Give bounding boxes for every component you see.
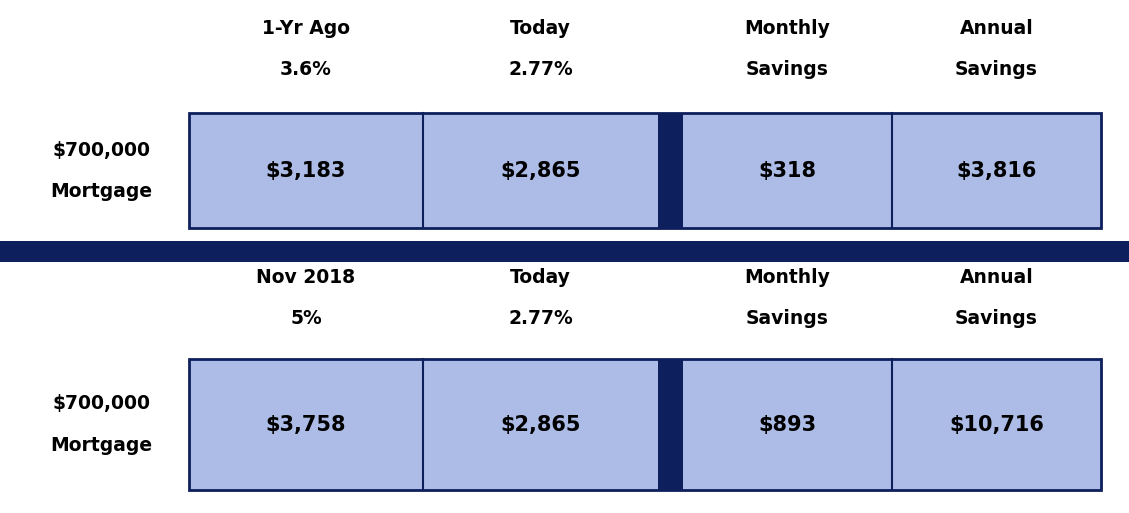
Text: $318: $318: [759, 161, 816, 181]
Text: $3,758: $3,758: [265, 415, 347, 435]
Text: $2,865: $2,865: [500, 161, 581, 181]
Text: Monthly: Monthly: [744, 18, 831, 38]
Text: Annual: Annual: [960, 267, 1033, 287]
Text: Savings: Savings: [746, 60, 829, 79]
Text: Mortgage: Mortgage: [50, 182, 152, 201]
Text: 5%: 5%: [290, 308, 322, 328]
Text: $3,183: $3,183: [265, 161, 347, 181]
Text: Savings: Savings: [955, 60, 1038, 79]
FancyBboxPatch shape: [658, 359, 683, 490]
Text: $893: $893: [759, 415, 816, 435]
Text: Monthly: Monthly: [744, 267, 831, 287]
Text: Mortgage: Mortgage: [50, 436, 152, 455]
Text: $2,865: $2,865: [500, 415, 581, 435]
Text: 2.77%: 2.77%: [508, 308, 574, 328]
Text: $700,000: $700,000: [52, 141, 150, 160]
Text: 2.77%: 2.77%: [508, 60, 574, 79]
FancyBboxPatch shape: [0, 241, 1129, 262]
Text: Nov 2018: Nov 2018: [256, 267, 356, 287]
Text: $10,716: $10,716: [948, 415, 1044, 435]
Text: 1-Yr Ago: 1-Yr Ago: [262, 18, 350, 38]
FancyBboxPatch shape: [658, 113, 683, 228]
Text: Savings: Savings: [746, 308, 829, 328]
Text: $700,000: $700,000: [52, 394, 150, 413]
Text: Today: Today: [510, 18, 571, 38]
FancyBboxPatch shape: [189, 113, 1101, 228]
Text: Savings: Savings: [955, 308, 1038, 328]
Text: Annual: Annual: [960, 18, 1033, 38]
Text: 3.6%: 3.6%: [280, 60, 332, 79]
FancyBboxPatch shape: [189, 359, 1101, 490]
Text: $3,816: $3,816: [956, 161, 1036, 181]
Text: Today: Today: [510, 267, 571, 287]
